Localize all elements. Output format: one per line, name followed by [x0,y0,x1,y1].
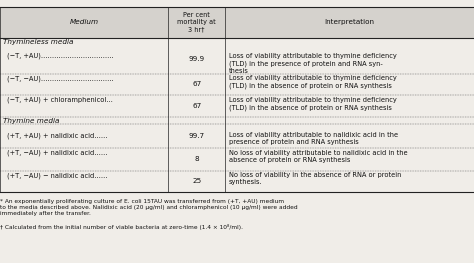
Bar [0,7,474,38]
Text: Medium: Medium [70,19,99,26]
Text: 25: 25 [192,178,201,184]
Text: Loss of viability attributable to nalidixic acid in the
presence of protein and : Loss of viability attributable to nalidi… [229,132,398,145]
Text: 67: 67 [192,81,201,87]
Text: 99.9: 99.9 [189,56,205,62]
Text: (+T, −AU) − nalidixic acid……: (+T, −AU) − nalidixic acid…… [7,172,107,179]
Text: * An exponentially proliferating culture of E. coli 15TAU was transferred from (: * An exponentially proliferating culture… [0,199,298,216]
Text: 99.7: 99.7 [189,133,205,139]
Text: No loss of viability attributable to nalidixic acid in the
absence of protein or: No loss of viability attributable to nal… [229,150,408,163]
Text: † Calculated from the initial number of viable bacteria at zero-time (1.4 × 10⁸/: † Calculated from the initial number of … [0,224,243,230]
Text: Loss of viability attributable to thymine deficiency
(TLD) in the absence of pro: Loss of viability attributable to thymin… [229,97,397,110]
Text: (−T, −AU)……………………………: (−T, −AU)…………………………… [7,75,113,82]
Text: Loss of viability attributable to thymine deficiency
(TLD) in the absence of pro: Loss of viability attributable to thymin… [229,75,397,89]
Text: (−T, +AU)……………………………: (−T, +AU)…………………………… [7,53,113,59]
Text: (+T, −AU) + nalidixic acid……: (+T, −AU) + nalidixic acid…… [7,150,107,156]
Text: 67: 67 [192,103,201,109]
Text: (−T, +AU) + chloramphenicol…: (−T, +AU) + chloramphenicol… [7,97,112,103]
Text: Thymineless media: Thymineless media [3,39,73,45]
Text: Interpretation: Interpretation [325,19,374,26]
Text: (+T, +AU) + nalidixic acid……: (+T, +AU) + nalidixic acid…… [7,132,107,139]
Text: Thymine media: Thymine media [3,118,59,124]
Text: No loss of viability in the absence of RNA or protein
synthesis.: No loss of viability in the absence of R… [229,172,401,185]
Text: Per cent
mortality at
3 hr†: Per cent mortality at 3 hr† [177,12,216,33]
Text: Loss of viability attributable to thymine deficiency
(TLD) in the presence of pr: Loss of viability attributable to thymin… [229,53,397,74]
Text: 8: 8 [194,156,199,162]
